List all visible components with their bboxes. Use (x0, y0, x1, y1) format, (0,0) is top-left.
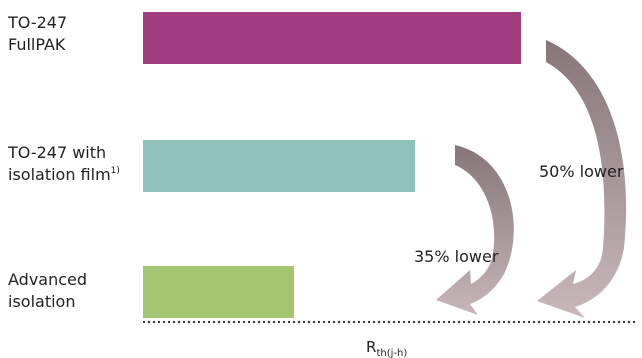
annotation-35-lower: 35% lower (414, 247, 499, 266)
category-label-advanced-isolation: Advanced isolation (8, 270, 87, 311)
category-label-to247-fullpak: TO-247 FullPAK (7, 13, 67, 54)
bar-to247-isolation-film (143, 140, 415, 192)
bar-advanced-isolation (143, 266, 294, 318)
arrow-50-icon (537, 40, 627, 318)
bar-to247-fullpak (143, 12, 521, 64)
annotation-50-lower: 50% lower (539, 162, 624, 181)
arrow-35-icon (436, 145, 514, 315)
category-label-to247-isolation-film: TO-247 with isolation film1) (7, 143, 120, 184)
x-axis-label: Rth(j-h) (366, 338, 407, 358)
